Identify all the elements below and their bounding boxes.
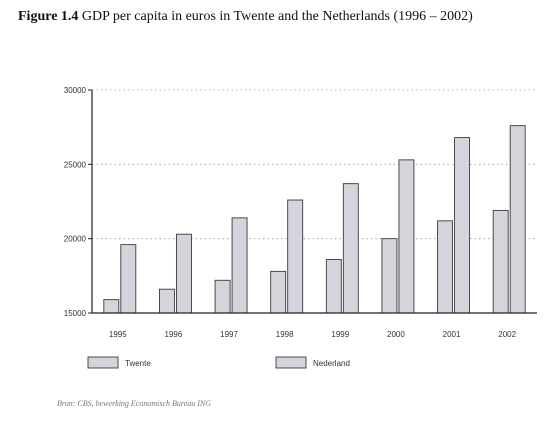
figure-title: Figure 1.4 GDP per capita in euros in Tw… [18,9,473,25]
legend-swatch-twente [87,356,119,369]
x-tick-label: 1995 [109,330,127,339]
legend-label-twente: Twente [125,359,151,368]
bar-nederland-1995 [120,244,137,314]
bar-nederland-1997 [231,217,248,314]
bar-twente-1996 [158,288,175,314]
bar-twente-2000 [381,238,398,314]
x-tick-label: 1996 [165,330,183,339]
figure-caption: GDP per capita in euros in Twente and th… [81,9,473,24]
bar-twente-2002 [492,209,509,314]
source-note: Bron: CBS, bewerking Economisch Bureau I… [57,399,212,408]
y-tick-label: 20000 [64,235,87,244]
bar-twente-1995 [103,299,120,314]
bar-twente-1997 [214,279,231,314]
y-tick-label: 25000 [64,160,87,169]
bar-nederland-1996 [175,233,192,314]
x-tick-label: 2001 [443,330,461,339]
x-tick-label: 1999 [331,330,349,339]
bar-twente-1999 [325,259,342,314]
x-tick-label: 2002 [498,330,516,339]
legend-label-nederland: Nederland [313,359,350,368]
grid-lines [92,89,537,240]
x-tick-label: 1997 [220,330,238,339]
bars [103,125,526,314]
bar-twente-1998 [270,270,287,314]
legend-swatch-nederland [275,356,307,369]
x-tick-label: 1998 [276,330,294,339]
bar-nederland-2002 [509,125,526,314]
bar-nederland-2000 [398,159,415,314]
legend: Twente Nederland [87,356,350,369]
y-tick-label: 15000 [64,309,87,318]
bar-nederland-2001 [454,137,471,314]
x-tick-label: 2000 [387,330,405,339]
y-tick-label: 30000 [64,86,87,95]
bar-nederland-1999 [342,183,359,314]
axes: 15000 20000 25000 30000 1995 1996 1997 1998 1999… [64,86,537,339]
figure-number: Figure 1.4 [18,9,79,24]
bar-nederland-1998 [287,199,304,314]
bar-twente-2001 [437,220,454,314]
